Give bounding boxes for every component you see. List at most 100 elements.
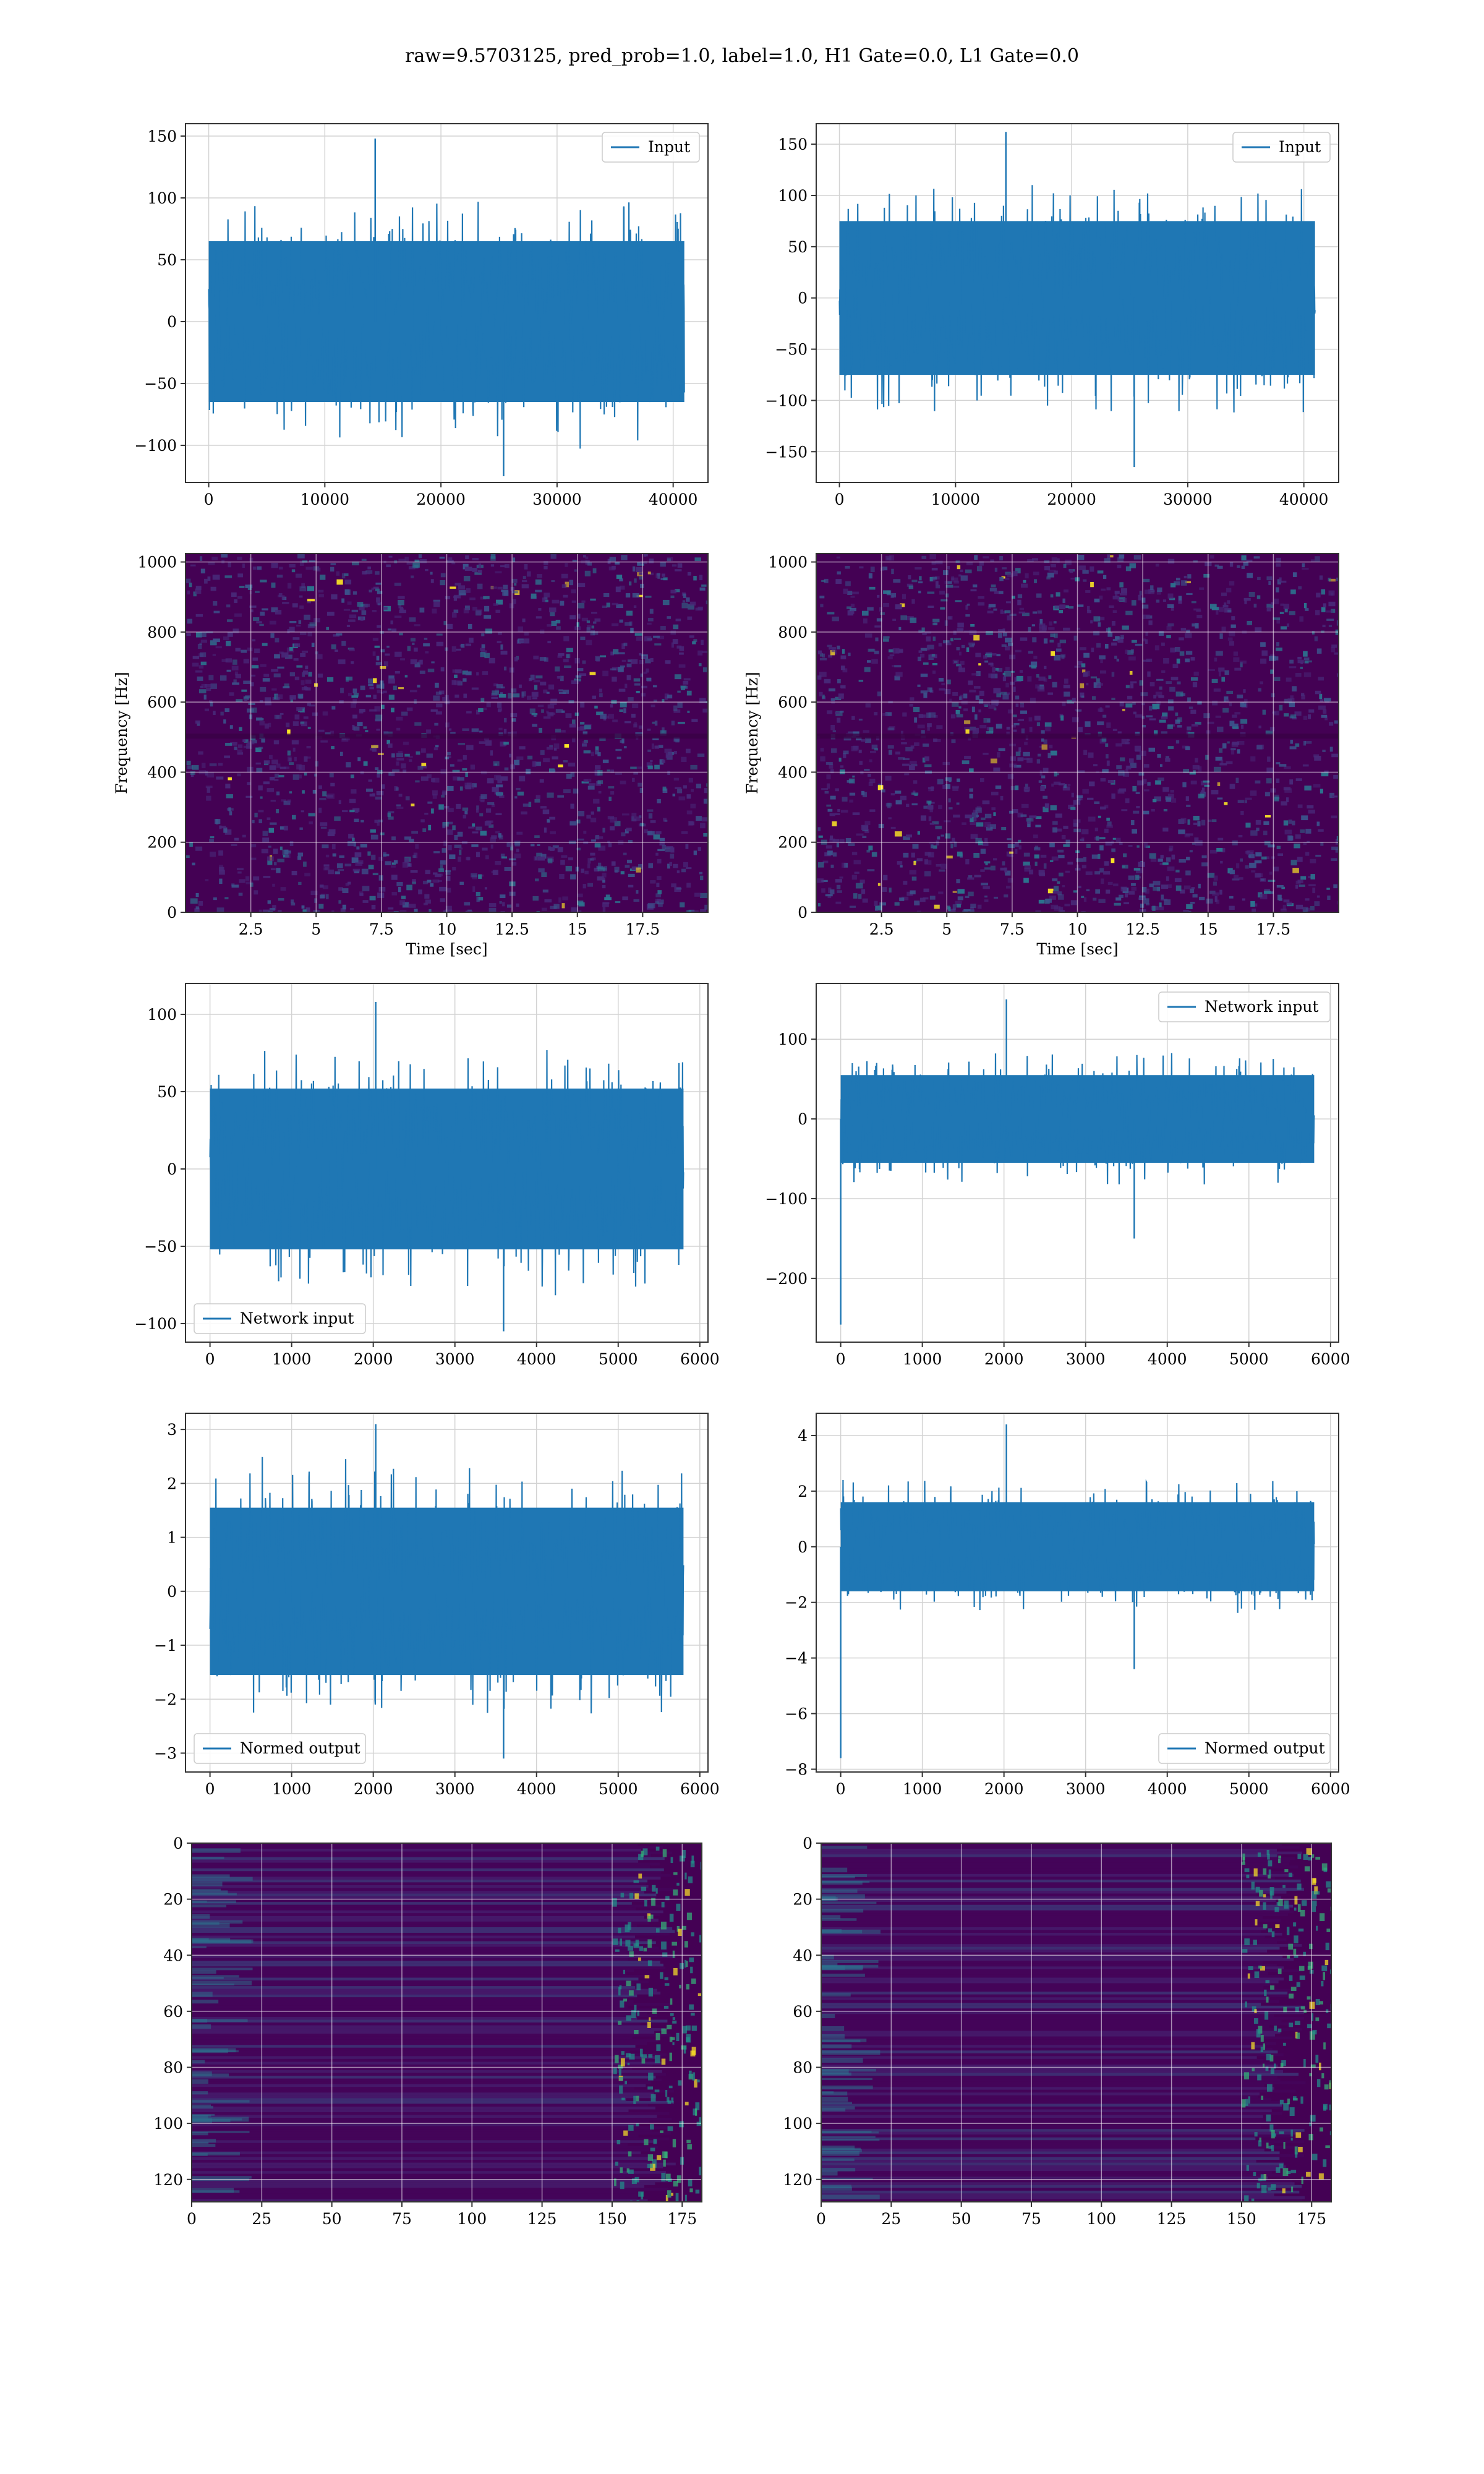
x-tick-label: 75 xyxy=(1021,2210,1041,2228)
panel-r5c2: 0 25 50 75 100 125 150 175 0 20 40 60 80 100 120 xyxy=(783,1834,1332,2228)
y-tick-label: 100 xyxy=(778,1030,808,1048)
x-tick-label: 5 xyxy=(942,920,952,938)
y-axis-label: Frequency [Hz] xyxy=(743,672,761,794)
x-tick-label: 15 xyxy=(1198,920,1218,938)
y-tick-label: −100 xyxy=(134,437,177,455)
y-tick-label: −100 xyxy=(765,392,808,409)
x-tick-label: 4000 xyxy=(1148,1780,1187,1798)
panel-r1c2: 0 10000 20000 30000 40000 −150 −100 −50 0 50 100 15… xyxy=(765,123,1339,508)
x-axis-label: Time [sec] xyxy=(406,940,487,958)
legend-label: Normed output xyxy=(240,1739,360,1757)
panel-r4c1: 0 1000 2000 3000 4000 5000 6000 −3 −2 −1 0 1 2 3 Norme… xyxy=(154,1413,720,1798)
y-tick-label: 600 xyxy=(778,693,808,711)
x-tick-label: 5000 xyxy=(599,1350,638,1368)
x-tick-label: 4000 xyxy=(517,1780,556,1798)
panel-r5c1: 0 25 50 75 100 125 150 175 0 20 40 60 80 100 120 xyxy=(153,1834,702,2228)
x-tick-label: 150 xyxy=(1227,2210,1256,2228)
axes-frame xyxy=(816,123,1339,483)
x-tick-label: 4000 xyxy=(1148,1350,1187,1368)
x-tick-label: 40000 xyxy=(649,490,698,508)
x-tick-label: 0 xyxy=(205,1780,215,1798)
legend-box xyxy=(1158,1733,1331,1764)
x-tick-label: 2.5 xyxy=(869,920,894,938)
legend-box xyxy=(194,1733,366,1764)
y-tick-label: −150 xyxy=(765,443,808,461)
x-tick-label: 12.5 xyxy=(1125,920,1160,938)
y-tick-label: 120 xyxy=(783,2171,812,2189)
x-tick-label: 2000 xyxy=(354,1780,393,1798)
y-tick-label: 400 xyxy=(778,763,808,781)
y-tick-label: 0 xyxy=(798,1110,808,1128)
x-tick-label: 7.5 xyxy=(1000,920,1025,938)
x-tick-label: 2000 xyxy=(984,1350,1024,1368)
legend-box xyxy=(1232,132,1331,163)
y-tick-label: 50 xyxy=(788,238,808,256)
x-tick-label: 12.5 xyxy=(495,920,529,938)
x-tick-label: 20000 xyxy=(1047,490,1096,508)
signal-line xyxy=(840,1479,1315,1613)
y-tick-label: 0 xyxy=(167,313,177,331)
y-tick-label: −50 xyxy=(144,1238,177,1256)
y-tick-label: −200 xyxy=(765,1270,808,1288)
x-tick-label: 4000 xyxy=(517,1350,556,1368)
x-tick-label: 0 xyxy=(835,490,845,508)
x-tick-label: 17.5 xyxy=(1256,920,1291,938)
y-tick-label: 80 xyxy=(793,2059,812,2077)
y-tick-label: 0 xyxy=(803,1834,812,1852)
x-tick-label: 1000 xyxy=(272,1350,312,1368)
x-tick-label: 30000 xyxy=(1163,490,1213,508)
axes-frame xyxy=(816,1413,1339,1773)
x-tick-label: 20000 xyxy=(416,490,466,508)
legend: Network input xyxy=(1158,991,1331,1022)
x-tick-label: 6000 xyxy=(1311,1350,1350,1368)
y-tick-label: 0 xyxy=(798,1538,808,1556)
x-tick-label: 50 xyxy=(322,2210,342,2228)
y-tick-label: 20 xyxy=(163,1891,183,1909)
y-tick-label: 60 xyxy=(793,2003,812,2021)
x-tick-label: 2000 xyxy=(984,1780,1024,1798)
y-tick-label: 60 xyxy=(163,2003,183,2021)
y-tick-label: 40 xyxy=(793,1946,812,1964)
y-tick-label: −50 xyxy=(144,375,177,393)
y-tick-label: 100 xyxy=(783,2115,812,2133)
x-tick-label: 1000 xyxy=(903,1780,942,1798)
grid xyxy=(192,1843,702,2202)
legend-box xyxy=(602,132,700,163)
x-tick-label: 150 xyxy=(597,2210,627,2228)
grid xyxy=(816,554,1339,912)
x-tick-label: 25 xyxy=(881,2210,901,2228)
x-tick-label: 0 xyxy=(204,490,214,508)
x-tick-label: 50 xyxy=(952,2210,971,2228)
y-tick-label: 80 xyxy=(163,2059,183,2077)
x-tick-label: 5000 xyxy=(1229,1350,1269,1368)
signal-line xyxy=(209,1457,684,1714)
heatmap-cells xyxy=(192,1843,702,2202)
y-tick-label: −50 xyxy=(775,341,808,359)
x-tick-label: 0 xyxy=(187,2210,197,2228)
panel-r1c1: 0 10000 20000 30000 40000 −100 −50 0 50 100 150 Inp… xyxy=(134,123,709,508)
x-tick-label: 2000 xyxy=(354,1350,393,1368)
x-tick-label: 1000 xyxy=(272,1780,312,1798)
x-tick-label: 15 xyxy=(568,920,587,938)
y-tick-label: 600 xyxy=(147,693,177,711)
x-tick-label: 0 xyxy=(836,1780,846,1798)
x-tick-label: 6000 xyxy=(680,1780,720,1798)
heatmap-cells xyxy=(821,1843,1331,2202)
axes-frame xyxy=(185,983,709,1343)
y-tick-label: 4 xyxy=(798,1427,808,1445)
legend-label: Network input xyxy=(1205,998,1318,1016)
legend-box xyxy=(1158,991,1331,1022)
y-tick-label: 20 xyxy=(793,1891,812,1909)
y-tick-label: −6 xyxy=(785,1705,808,1723)
axes-frame xyxy=(821,1843,1332,2202)
x-tick-label: 3000 xyxy=(1066,1780,1106,1798)
x-tick-label: 0 xyxy=(205,1350,215,1368)
legend-box xyxy=(194,1303,366,1334)
y-tick-label: 200 xyxy=(778,834,808,852)
x-tick-label: 5000 xyxy=(1229,1780,1269,1798)
y-tick-label: 0 xyxy=(798,289,808,307)
grid xyxy=(816,1413,1339,1772)
y-tick-label: 40 xyxy=(163,1946,183,1964)
panel-r3c1: 0 1000 2000 3000 4000 5000 6000 −100 −50 0 50 100 Ne… xyxy=(134,983,720,1368)
panel-r4c2: 0 1000 2000 3000 4000 5000 6000 −8 −6 −4 −2 0 2 4 Norm… xyxy=(785,1413,1350,1798)
